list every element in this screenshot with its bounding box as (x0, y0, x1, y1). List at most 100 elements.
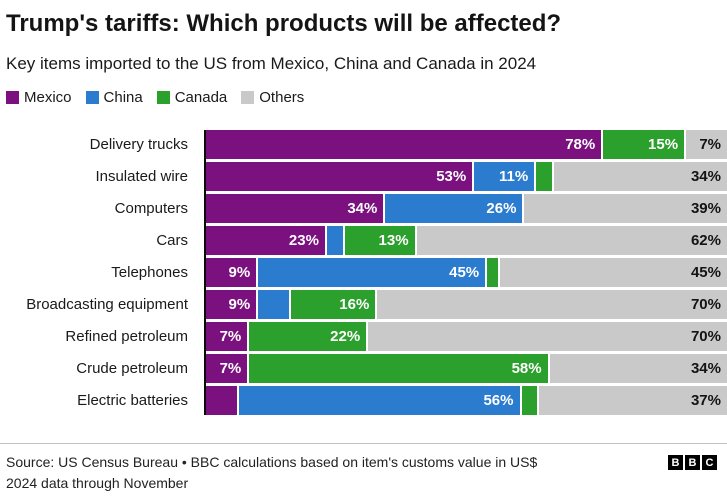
segment-mexico: 7% (206, 321, 248, 351)
segment-value-label: 7% (219, 359, 242, 377)
bar-row: Crude petroleum 7% 58% 34% (0, 353, 727, 383)
segment-value-label: 13% (378, 231, 409, 249)
segment-value-label: 7% (699, 135, 721, 153)
segment-value-label: 34% (690, 167, 721, 185)
segment-others: 70% (377, 289, 727, 319)
segment-value-label: 62% (690, 231, 721, 249)
legend-swatch (241, 90, 255, 104)
segment-others: 34% (554, 161, 727, 191)
source-text: Source: US Census Bureau • BBC calculati… (6, 452, 537, 494)
segment-canada: 16% (290, 289, 376, 319)
segment-mexico: 9% (206, 257, 257, 287)
legend-label: Others (259, 88, 305, 106)
source-line-1: Source: US Census Bureau • BBC calculati… (6, 454, 538, 470)
segment-canada (487, 257, 499, 287)
segment-value-label: 37% (690, 391, 721, 409)
segment-value-label: 34% (347, 199, 378, 217)
category-label: Computers (114, 199, 188, 217)
segment-value-label: 22% (330, 327, 361, 345)
segment-canada: 58% (249, 353, 548, 383)
bar-row: Telephones 9% 45% 45% (0, 257, 727, 287)
segment-canada (521, 385, 538, 415)
category-label: Insulated wire (95, 167, 188, 185)
segment-value-label: 45% (449, 263, 480, 281)
segment-others: 34% (549, 353, 727, 383)
segment-mexico: 9% (206, 289, 257, 319)
segment-others: 45% (500, 257, 727, 287)
segment-others: 37% (539, 385, 727, 415)
chart: Delivery trucks 78% 15% 7% Insulated wire 53%… (0, 129, 727, 415)
source-line-2: 2024 data through November (6, 475, 189, 491)
segment-value-label: 56% (483, 391, 514, 409)
category-label: Broadcasting equipment (26, 295, 188, 313)
segment-others: 7% (686, 129, 727, 159)
legend-swatch (85, 90, 99, 104)
legend-item-canada: Canada (156, 89, 227, 106)
segment-mexico: 78% (206, 129, 602, 159)
segment-value-label: 26% (486, 199, 517, 217)
legend-label: China (103, 88, 143, 106)
segment-china (258, 289, 289, 319)
segment-china: 26% (385, 193, 523, 223)
axis-line (204, 129, 206, 415)
legend-swatch (156, 90, 170, 104)
stacked-bar: 78% 15% 7% (206, 129, 727, 159)
segment-others: 39% (524, 193, 727, 223)
segment-value-label: 70% (690, 327, 721, 345)
stacked-bar: 23% 13% 62% (206, 225, 727, 255)
bar-row: Delivery trucks 78% 15% 7% (0, 129, 727, 159)
segment-canada: 13% (344, 225, 415, 255)
bbc-logo-letter: C (702, 455, 717, 470)
segment-value-label: 23% (288, 231, 319, 249)
segment-others: 62% (416, 225, 727, 255)
segment-china: 11% (474, 161, 535, 191)
category-label: Telephones (111, 263, 188, 281)
category-label: Crude petroleum (76, 359, 188, 377)
segment-china: 45% (258, 257, 486, 287)
legend-item-others: Others (241, 89, 304, 106)
segment-mexico: 23% (206, 225, 325, 255)
segment-value-label: 58% (511, 359, 542, 377)
bar-row: Electric batteries 56% 37% (0, 385, 727, 415)
stacked-bar: 9% 16% 70% (206, 289, 727, 319)
footer: Source: US Census Bureau • BBC calculati… (0, 443, 727, 497)
category-label: Refined petroleum (65, 327, 188, 345)
stacked-bar: 56% 37% (206, 385, 727, 415)
segment-mexico: 7% (206, 353, 248, 383)
bar-row: Broadcasting equipment 9% 16% 70% (0, 289, 727, 319)
segment-value-label: 11% (499, 167, 529, 185)
stacked-bar: 53% 11% 34% (206, 161, 727, 191)
bar-row: Insulated wire 53% 11% 34% (0, 161, 727, 191)
segment-canada: 15% (603, 129, 685, 159)
segment-value-label: 78% (565, 135, 596, 153)
category-label: Delivery trucks (89, 135, 188, 153)
segment-mexico (206, 385, 237, 415)
stacked-bar: 7% 22% 70% (206, 321, 727, 351)
segment-value-label: 16% (339, 295, 370, 313)
segment-value-label: 70% (690, 295, 721, 313)
stacked-bar: 7% 58% 34% (206, 353, 727, 383)
segment-others: 70% (368, 321, 727, 351)
segment-value-label: 53% (436, 167, 467, 185)
segment-china (326, 225, 343, 255)
segment-value-label: 45% (690, 263, 721, 281)
segment-mexico: 53% (206, 161, 473, 191)
chart-subtitle: Key items imported to the US from Mexico… (6, 53, 537, 73)
bar-row: Computers 34% 26% 39% (0, 193, 727, 223)
segment-canada: 22% (249, 321, 367, 351)
segment-mexico: 34% (206, 193, 384, 223)
bbc-logo-letter: B (685, 455, 700, 470)
legend-item-china: China (85, 88, 143, 106)
segment-canada (536, 161, 553, 191)
segment-value-label: 15% (648, 135, 679, 153)
stacked-bar: 34% 26% 39% (206, 193, 727, 223)
bbc-logo-letter: B (668, 455, 683, 470)
legend-label: Mexico (24, 88, 72, 106)
legend-item-mexico: Mexico (6, 89, 72, 106)
legend-swatch (6, 90, 19, 104)
segment-value-label: 7% (219, 327, 242, 345)
segment-value-label: 9% (228, 295, 251, 313)
segment-china: 56% (238, 385, 520, 415)
